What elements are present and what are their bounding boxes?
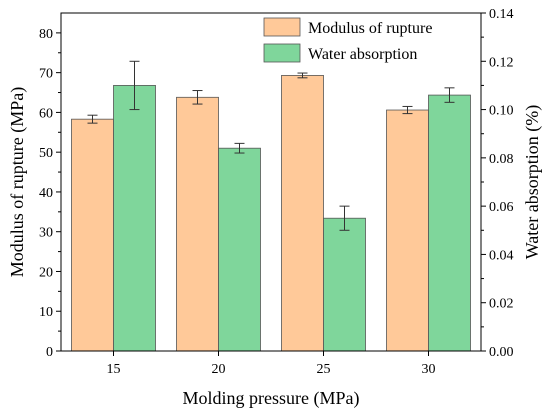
left-tick-label: 60	[39, 106, 53, 121]
legend-swatch-modulus	[263, 17, 301, 37]
left-axis-title: Modulus of rupture (MPa)	[7, 87, 28, 277]
errorbar-modulus-25	[297, 72, 308, 79]
legend-label-water: Water absorption	[308, 46, 417, 63]
x-tick-label: 25	[317, 362, 331, 377]
errorbar-water-25	[339, 205, 350, 231]
legend: Modulus of rupture Water absorption	[263, 17, 432, 63]
left-tick-label: 10	[39, 305, 53, 320]
bar-modulus-25	[281, 75, 324, 352]
right-tick-label: 0.02	[489, 297, 514, 312]
x-axis-ticks: 15 20 25 30	[107, 351, 436, 377]
bar-water-15	[113, 85, 156, 352]
right-axis-ticks: 0.00 0.02 0.04 0.06 0.08 0.10 0.12 0.14	[481, 7, 514, 360]
errorbar-modulus-20	[192, 90, 203, 105]
bar-water-20	[218, 147, 261, 352]
right-tick-label: 0.12	[489, 55, 514, 70]
left-tick-label: 80	[39, 27, 53, 42]
errorbars-layer	[87, 60, 455, 231]
errorbar-water-15	[129, 60, 140, 111]
right-tick-label: 0.00	[489, 345, 514, 360]
x-tick-label: 20	[212, 362, 226, 377]
legend-swatch-water	[263, 43, 301, 63]
bar-modulus-15	[71, 118, 114, 352]
bars-layer	[71, 75, 471, 352]
bar-modulus-30	[386, 109, 429, 352]
left-tick-label: 30	[39, 226, 53, 241]
left-axis-ticks: 0 10 20 30 40 50 60 70 80	[39, 27, 61, 360]
x-tick-label: 30	[422, 362, 436, 377]
right-tick-label: 0.10	[489, 104, 514, 119]
left-tick-label: 40	[39, 186, 53, 201]
right-tick-label: 0.14	[489, 7, 514, 22]
errorbar-water-20	[234, 142, 245, 154]
x-tick-label: 15	[107, 362, 121, 377]
left-tick-label: 0	[46, 345, 53, 360]
bar-modulus-20	[176, 96, 219, 352]
errorbar-water-30	[444, 87, 455, 103]
left-tick-label: 70	[39, 67, 53, 82]
right-axis-title: Water absorption (%)	[522, 105, 543, 260]
bar-water-25	[323, 217, 366, 352]
errorbar-modulus-15	[87, 114, 98, 124]
x-axis-title: Molding pressure (MPa)	[183, 388, 360, 409]
legend-label-modulus: Modulus of rupture	[308, 20, 432, 37]
left-tick-label: 20	[39, 265, 53, 280]
right-tick-label: 0.08	[489, 152, 514, 167]
right-tick-label: 0.04	[489, 248, 514, 263]
left-tick-label: 50	[39, 146, 53, 161]
bar-water-30	[428, 94, 471, 352]
errorbar-modulus-30	[402, 105, 413, 115]
right-tick-label: 0.06	[489, 200, 514, 215]
